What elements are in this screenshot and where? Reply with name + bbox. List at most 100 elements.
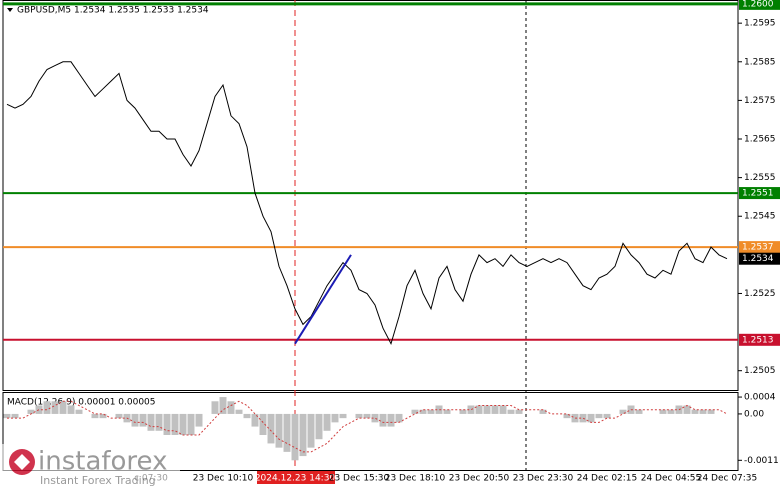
x-tick-label: 24 Dec 07:35 [697, 474, 758, 484]
x-tick-label: 23 Dec 10:10 [193, 474, 254, 484]
macd-bar [219, 397, 227, 414]
y-tick-label: -0.0011 [744, 456, 779, 466]
y-tick-label: 1.2585 [744, 57, 776, 67]
macd-bar [635, 409, 643, 414]
macd-bar [235, 409, 243, 414]
macd-title: MACD(12,26,9) 0.00001 0.00005 [7, 398, 156, 408]
macd-bar [355, 413, 363, 419]
macd-bar [579, 413, 587, 423]
macd-bar [443, 409, 451, 414]
level-label: 1.2551 [742, 189, 774, 199]
crosshair-label-box [257, 471, 335, 484]
level-label-box [739, 0, 780, 10]
macd-bar [315, 413, 323, 440]
macd-bar [67, 405, 75, 414]
macd-bar [227, 401, 235, 414]
macd-bar [75, 409, 83, 414]
y-tick-label: 1.2525 [744, 289, 776, 299]
price-frame [2, 0, 739, 391]
macd-bar [515, 409, 523, 414]
x-tick-label: 23 Dec 20:50 [449, 474, 510, 484]
macd-bar [163, 413, 171, 436]
macd-bar [179, 413, 187, 436]
macd-bar [563, 413, 571, 419]
macd-bar [571, 413, 579, 423]
macd-bar [363, 413, 371, 419]
level-label-box [739, 187, 780, 200]
macd-bar [91, 413, 99, 419]
macd-bar [115, 413, 123, 419]
macd-bar [387, 413, 395, 427]
macd-bar [275, 413, 283, 448]
macd-bar [131, 413, 139, 427]
macd-bar [691, 409, 699, 414]
macd-bar [155, 413, 163, 431]
watermark-name: instaforex [38, 447, 167, 477]
macd-bar [619, 409, 627, 414]
macd-bar [507, 409, 515, 414]
y-tick-label: 1.2505 [744, 366, 776, 376]
macd-bar [195, 413, 203, 427]
macd-frame [2, 392, 739, 471]
macd-bar [595, 413, 603, 419]
macd-bar [475, 405, 483, 414]
macd-bar [171, 413, 179, 436]
macd-bar [267, 413, 275, 444]
macd-bar [603, 413, 611, 419]
macd-bar [483, 405, 491, 414]
macd-bar [467, 405, 475, 414]
macd-bar [243, 413, 251, 419]
macd-bar [339, 413, 347, 419]
y-tick-label: 1.2575 [744, 96, 776, 106]
macd-bar [331, 413, 339, 423]
price-line [6, 61, 728, 346]
macd-bar [11, 413, 19, 419]
macd-bar [35, 405, 43, 414]
macd-bar [59, 401, 67, 414]
chart-title: GBPUSD,M5 1.2534 1.2535 1.2533 1.2534 [17, 6, 209, 16]
macd-bar [379, 413, 387, 427]
x-tick-label: 24 Dec 02:15 [577, 474, 638, 484]
macd-bar [323, 413, 331, 431]
macd-bar [427, 409, 435, 414]
macd-bar [699, 409, 707, 414]
macd-bar [299, 413, 307, 457]
menu-triangle [7, 8, 13, 12]
level-label: 1.2537 [742, 243, 774, 253]
macd-bar [3, 413, 11, 419]
macd-bar [667, 409, 675, 414]
level-label: 1.2600 [742, 0, 774, 9]
last-price-box [739, 252, 780, 265]
macd-signal [7, 400, 728, 453]
macd-bar [211, 401, 219, 414]
macd-bar [491, 405, 499, 414]
macd-bar [395, 413, 403, 423]
y-tick-label: 1.2565 [744, 135, 776, 145]
x-tick-label: 23 Dec 18:10 [385, 474, 446, 484]
watermark-icon-mark [14, 454, 30, 470]
y-tick-label: 1.2555 [744, 173, 776, 183]
macd-bar [51, 401, 59, 414]
macd-bar [435, 405, 443, 414]
trend-line [294, 254, 352, 345]
y-tick-label: 0.00 [744, 409, 764, 419]
macd-bar [371, 413, 379, 423]
macd-bar [499, 405, 507, 414]
macd-bar [283, 413, 291, 452]
crosshair-label: 2024.12.23 14:30 [255, 474, 336, 484]
x-tick-label: 23 Dec 23:30 [513, 474, 574, 484]
macd-bar [683, 405, 691, 414]
x-tick-label: 23 Dec 15:30 [329, 474, 390, 484]
level-label: 1.2513 [742, 335, 774, 345]
macd-bar [99, 413, 107, 419]
last-price-label: 1.2534 [742, 254, 774, 264]
macd-bar [459, 409, 467, 414]
macd-bar [251, 413, 259, 427]
macd-bar [27, 409, 35, 414]
y-tick-label: 1.2545 [744, 212, 776, 222]
macd-bar [307, 413, 315, 448]
macd-bar [187, 413, 195, 436]
